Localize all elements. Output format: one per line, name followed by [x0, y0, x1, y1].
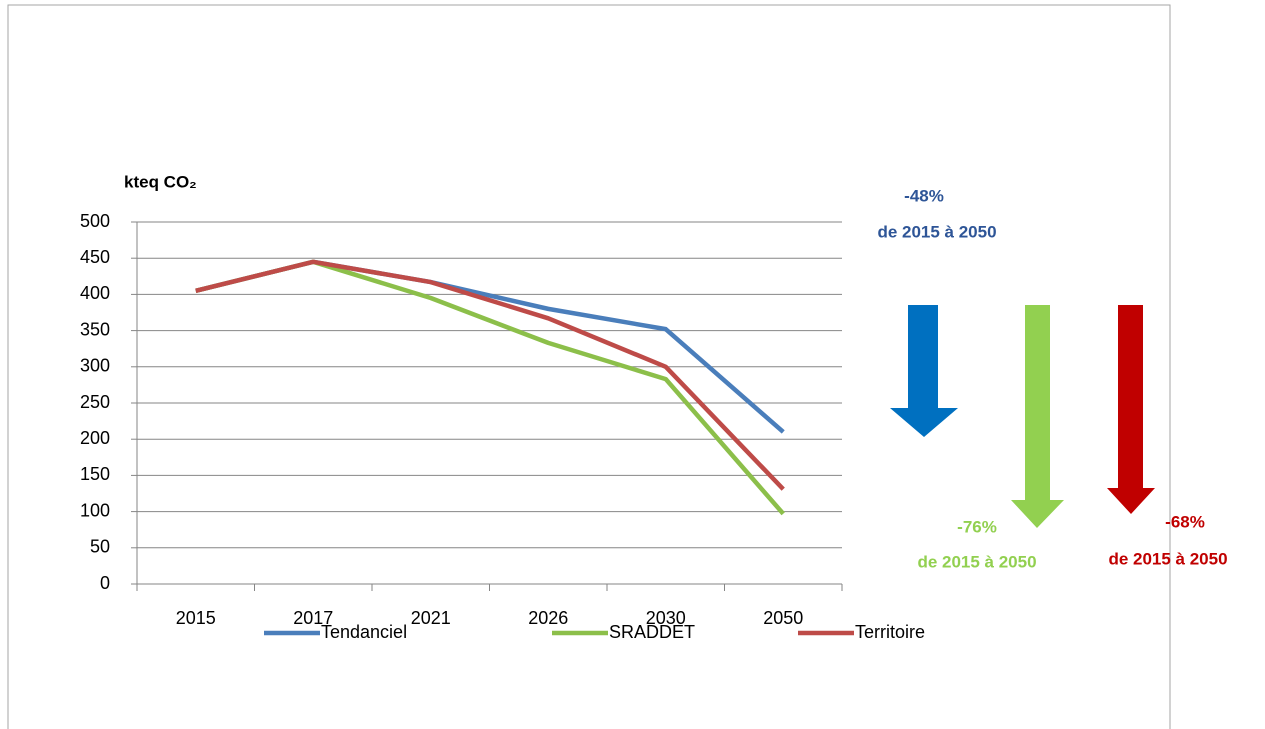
annotation-percent: -48% — [904, 186, 944, 205]
annotation-percent: -76% — [957, 517, 997, 536]
y-tick-label: 400 — [80, 283, 110, 303]
legend-label: Territoire — [855, 622, 925, 642]
y-tick-label: 300 — [80, 356, 110, 376]
y-tick-label: 150 — [80, 464, 110, 484]
x-tick-label: 2030 — [646, 608, 686, 628]
y-tick-label: 350 — [80, 319, 110, 339]
legend-label: SRADDET — [609, 622, 695, 642]
y-tick-label: 450 — [80, 247, 110, 267]
annotation-percent: -68% — [1165, 512, 1205, 531]
y-tick-label: 0 — [100, 573, 110, 593]
y-tick-label: 200 — [80, 428, 110, 448]
arrow — [1107, 305, 1155, 514]
arrow — [1011, 305, 1064, 528]
x-tick-label: 2050 — [763, 608, 803, 628]
x-tick-label: 2017 — [293, 608, 333, 628]
frame — [7, 4, 1171, 729]
legend-label: Tendanciel — [321, 622, 407, 642]
x-tick-label: 2015 — [176, 608, 216, 628]
line — [195, 259, 785, 491]
x-tick-label: 2026 — [528, 608, 568, 628]
y-tick-label: 100 — [80, 500, 110, 520]
y-tick-label: 250 — [80, 392, 110, 412]
annotation-text: de 2015 à 2050 — [877, 222, 996, 241]
y-tick-label: 500 — [80, 211, 110, 231]
y-tick-label: 50 — [90, 537, 110, 557]
arrow — [890, 305, 958, 437]
line — [195, 259, 785, 434]
annotation-text: de 2015 à 2050 — [917, 552, 1036, 571]
annotation-text: de 2015 à 2050 — [1108, 549, 1227, 568]
x-tick-label: 2021 — [411, 608, 451, 628]
y-axis-label: kteq CO₂ — [124, 172, 197, 191]
